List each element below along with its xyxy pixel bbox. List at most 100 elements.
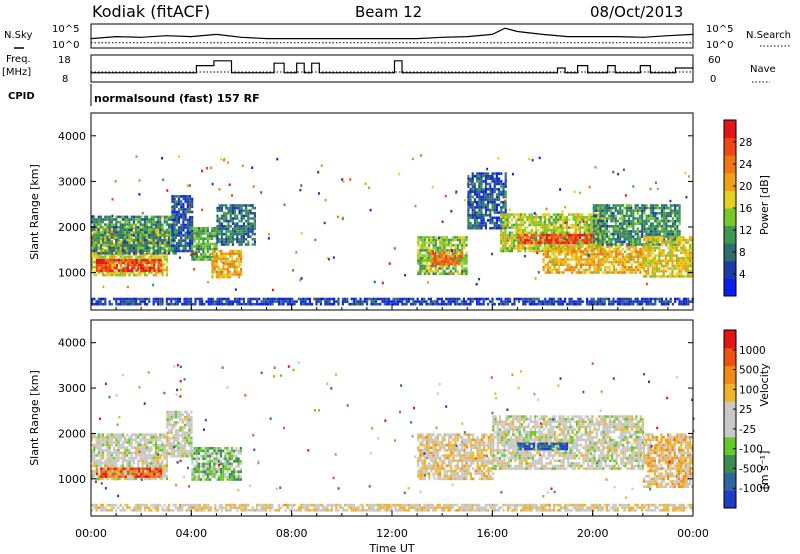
- power-cell: [185, 297, 188, 301]
- power-cell: [119, 244, 122, 247]
- power-cell: [502, 223, 505, 227]
- power-cell: [128, 231, 131, 234]
- power-cell: [110, 246, 113, 250]
- power-cell: [251, 204, 254, 207]
- nsky-series-0: [90, 27, 694, 40]
- power-cell: [204, 255, 207, 259]
- power-cell: [504, 300, 507, 303]
- power-scatter-cell: [564, 205, 567, 209]
- power-cell: [532, 218, 536, 222]
- power-cell: [242, 214, 245, 218]
- power-scatter-cell: [295, 251, 298, 254]
- power-cell: [129, 264, 132, 267]
- power-cell: [295, 300, 298, 303]
- power-cell: [115, 220, 118, 224]
- power-cell: [163, 215, 166, 219]
- power-cell: [574, 233, 577, 237]
- power-cell: [588, 260, 591, 264]
- power-cell: [504, 193, 507, 196]
- power-cell: [425, 254, 429, 257]
- power-cell: [689, 249, 692, 252]
- power-cell: [469, 216, 472, 220]
- power-cell: [153, 261, 156, 265]
- power-cell: [188, 210, 192, 214]
- power-cell: [636, 302, 639, 306]
- power-cell: [493, 216, 496, 220]
- power-cell: [671, 236, 674, 239]
- power-cell: [551, 253, 554, 256]
- power-cell: [594, 217, 598, 220]
- power-cell: [544, 266, 547, 269]
- power-cell: [658, 251, 661, 255]
- power-cell: [544, 297, 547, 301]
- power-cell: [110, 266, 113, 269]
- power-cell: [419, 259, 422, 263]
- power-cell: [638, 243, 642, 246]
- power-cell: [450, 272, 453, 276]
- power-cell: [588, 271, 591, 274]
- power-cell: [209, 300, 212, 303]
- power-cell: [447, 300, 450, 303]
- power-cell: [146, 258, 149, 262]
- power-cell: [110, 229, 113, 233]
- power-cell: [434, 249, 437, 252]
- power-cell: [593, 245, 596, 248]
- power-cell: [195, 227, 198, 230]
- power-cell: [660, 269, 663, 273]
- power-cell: [673, 275, 676, 278]
- power-cell: [91, 218, 94, 221]
- power-cell: [473, 190, 476, 194]
- power-cell: [177, 200, 181, 203]
- power-cell: [106, 249, 109, 252]
- power-cell: [654, 214, 657, 218]
- power-cell: [649, 246, 652, 250]
- power-cell: [319, 302, 322, 306]
- power-cell: [652, 204, 655, 207]
- power-cell: [482, 172, 485, 175]
- power-cell: [546, 247, 550, 251]
- power-cell: [614, 204, 617, 207]
- power-cell: [467, 203, 470, 207]
- power-cell: [245, 238, 248, 241]
- power-cell: [682, 264, 685, 268]
- power-cell: [675, 249, 678, 252]
- power-cell: [561, 221, 564, 224]
- power-cell: [108, 239, 111, 242]
- power-cell: [174, 300, 177, 303]
- power-cell: [628, 258, 631, 261]
- power-cell: [546, 250, 550, 253]
- power-cell: [643, 225, 646, 228]
- power-cell: [612, 302, 615, 306]
- power-cell: [144, 266, 147, 270]
- power-cell: [157, 266, 160, 270]
- power-cell: [150, 241, 153, 245]
- power-cell: [621, 258, 624, 261]
- power-cell: [286, 300, 289, 303]
- power-cell: [610, 300, 613, 303]
- power-cell: [137, 220, 140, 224]
- power-cell: [656, 219, 659, 223]
- power-cell: [429, 302, 432, 306]
- power-cell: [238, 232, 241, 236]
- power-cell: [480, 226, 483, 230]
- power-cell: [133, 261, 136, 265]
- power-cell: [678, 302, 681, 306]
- power-cell: [660, 251, 663, 255]
- power-cell: [447, 267, 451, 270]
- power-cell: [671, 219, 675, 223]
- power-cell: [616, 219, 620, 223]
- power-cell: [467, 221, 470, 225]
- power-cell: [638, 219, 642, 223]
- power-cell: [504, 215, 507, 219]
- power-cell: [532, 221, 536, 224]
- power-cell: [473, 216, 476, 220]
- power-cell: [97, 215, 100, 219]
- power-cell: [639, 268, 642, 272]
- power-cell: [108, 255, 111, 259]
- power-cell: [577, 255, 580, 259]
- power-cell: [663, 302, 666, 306]
- power-cell: [495, 224, 498, 227]
- power-cell: [674, 243, 677, 246]
- power-cell: [148, 297, 151, 301]
- power-cell: [665, 214, 668, 218]
